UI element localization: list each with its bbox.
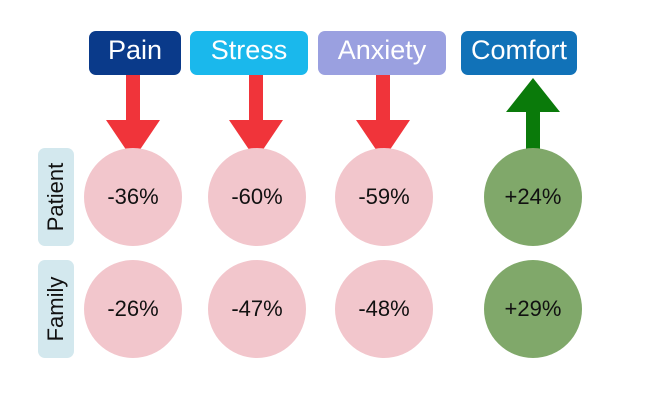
column-header: Pain (108, 35, 162, 65)
down-arrow-head (356, 120, 410, 160)
down-arrow-shaft (249, 75, 263, 122)
value-circle (335, 260, 433, 358)
row-label-box (38, 148, 74, 246)
column-header: Anxiety (338, 35, 427, 65)
down-arrow-shaft (376, 75, 390, 122)
column-header-box (190, 31, 308, 75)
up-arrow-shaft (526, 108, 540, 160)
down-arrow-shaft (126, 75, 140, 122)
value-circle (208, 148, 306, 246)
value-label: +29% (505, 296, 562, 321)
arrows (106, 75, 560, 160)
column-header: Comfort (471, 35, 568, 65)
value-circle (484, 148, 582, 246)
value-circle (208, 260, 306, 358)
value-label: +24% (505, 184, 562, 209)
down-arrow-head (229, 120, 283, 160)
value-label: -59% (358, 184, 409, 209)
value-label: -26% (107, 296, 158, 321)
column-header-box (318, 31, 446, 75)
value-label: -47% (231, 296, 282, 321)
value-label: -60% (231, 184, 282, 209)
value-label: -36% (107, 184, 158, 209)
column-header-box (461, 31, 577, 75)
row-label: Patient (43, 163, 68, 232)
row-label: Family (43, 277, 68, 342)
value-label: -48% (358, 296, 409, 321)
row-label-box (38, 260, 74, 358)
down-arrow-head (106, 120, 160, 160)
value-circle (335, 148, 433, 246)
column-header-box (89, 31, 181, 75)
value-circle (84, 148, 182, 246)
value-circle (84, 260, 182, 358)
value-circle (484, 260, 582, 358)
column-header: Stress (211, 35, 288, 65)
up-arrow-head (506, 78, 560, 112)
